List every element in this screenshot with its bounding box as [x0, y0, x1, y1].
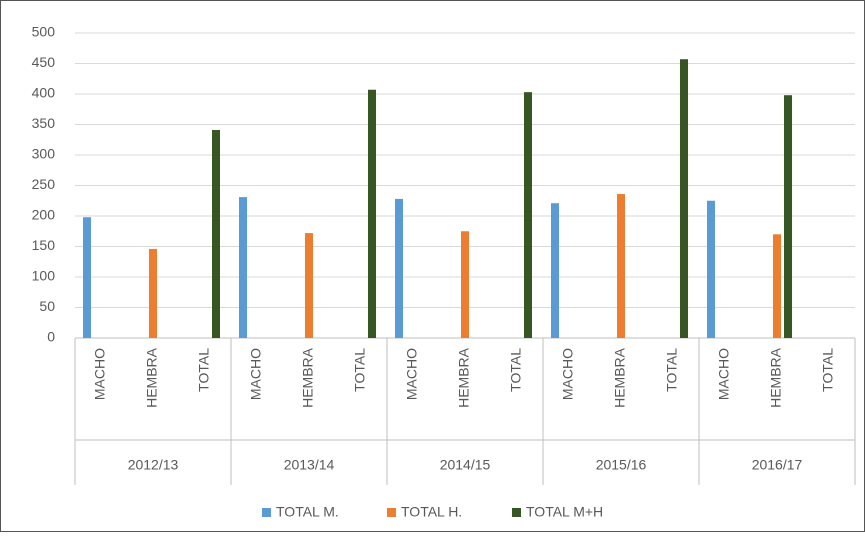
group-label: 2014/15	[440, 457, 491, 473]
x-tick-label: HEMBRA	[456, 347, 472, 408]
bar	[784, 95, 792, 338]
bar	[212, 129, 220, 338]
y-tick-label: 500	[32, 24, 56, 40]
x-tick-label: TOTAL	[664, 348, 680, 392]
group-label: 2015/16	[596, 457, 647, 473]
y-tick-label: 100	[32, 268, 56, 284]
bar	[239, 197, 247, 338]
x-tick-label: TOTAL	[196, 348, 212, 392]
bar	[551, 203, 559, 338]
group-label: 2012/13	[128, 457, 179, 473]
x-tick-label: MACHO	[560, 348, 576, 400]
bar	[149, 248, 157, 338]
legend-label: TOTAL H.	[401, 504, 462, 520]
x-tick-label: TOTAL	[352, 348, 368, 392]
y-tick-label: 450	[32, 54, 56, 70]
bar	[461, 231, 469, 338]
y-tick-label: 400	[32, 85, 56, 101]
y-tick-label: 0	[47, 329, 55, 345]
x-tick-label: HEMBRA	[144, 347, 160, 408]
legend-swatch	[512, 508, 521, 517]
x-tick-label: MACHO	[404, 348, 420, 400]
y-tick-label: 200	[32, 207, 56, 223]
group-label: 2016/17	[752, 457, 803, 473]
bar	[368, 89, 376, 338]
x-tick-label: HEMBRA	[300, 347, 316, 408]
bar	[707, 200, 715, 338]
bar	[773, 234, 781, 338]
x-tick-label: HEMBRA	[612, 347, 628, 408]
legend-label: TOTAL M.	[276, 504, 339, 520]
bar	[83, 217, 91, 338]
y-tick-label: 250	[32, 176, 56, 192]
bar	[305, 233, 313, 338]
y-tick-label: 150	[32, 237, 56, 253]
bar	[395, 198, 403, 338]
legend-label: TOTAL M+H	[526, 504, 603, 520]
bar	[617, 194, 625, 338]
bar	[524, 92, 532, 338]
y-tick-label: 300	[32, 146, 56, 162]
x-tick-label: MACHO	[248, 348, 264, 400]
x-tick-label: TOTAL	[508, 348, 524, 392]
group-label: 2013/14	[284, 457, 335, 473]
x-tick-label: MACHO	[716, 348, 732, 400]
y-tick-label: 50	[39, 298, 55, 314]
x-tick-label: MACHO	[92, 348, 108, 400]
x-tick-label: TOTAL	[820, 348, 836, 392]
legend-swatch	[387, 508, 396, 517]
x-tick-label: HEMBRA	[768, 347, 784, 408]
bar	[680, 59, 688, 338]
legend-swatch	[262, 508, 271, 517]
y-tick-label: 350	[32, 115, 56, 131]
